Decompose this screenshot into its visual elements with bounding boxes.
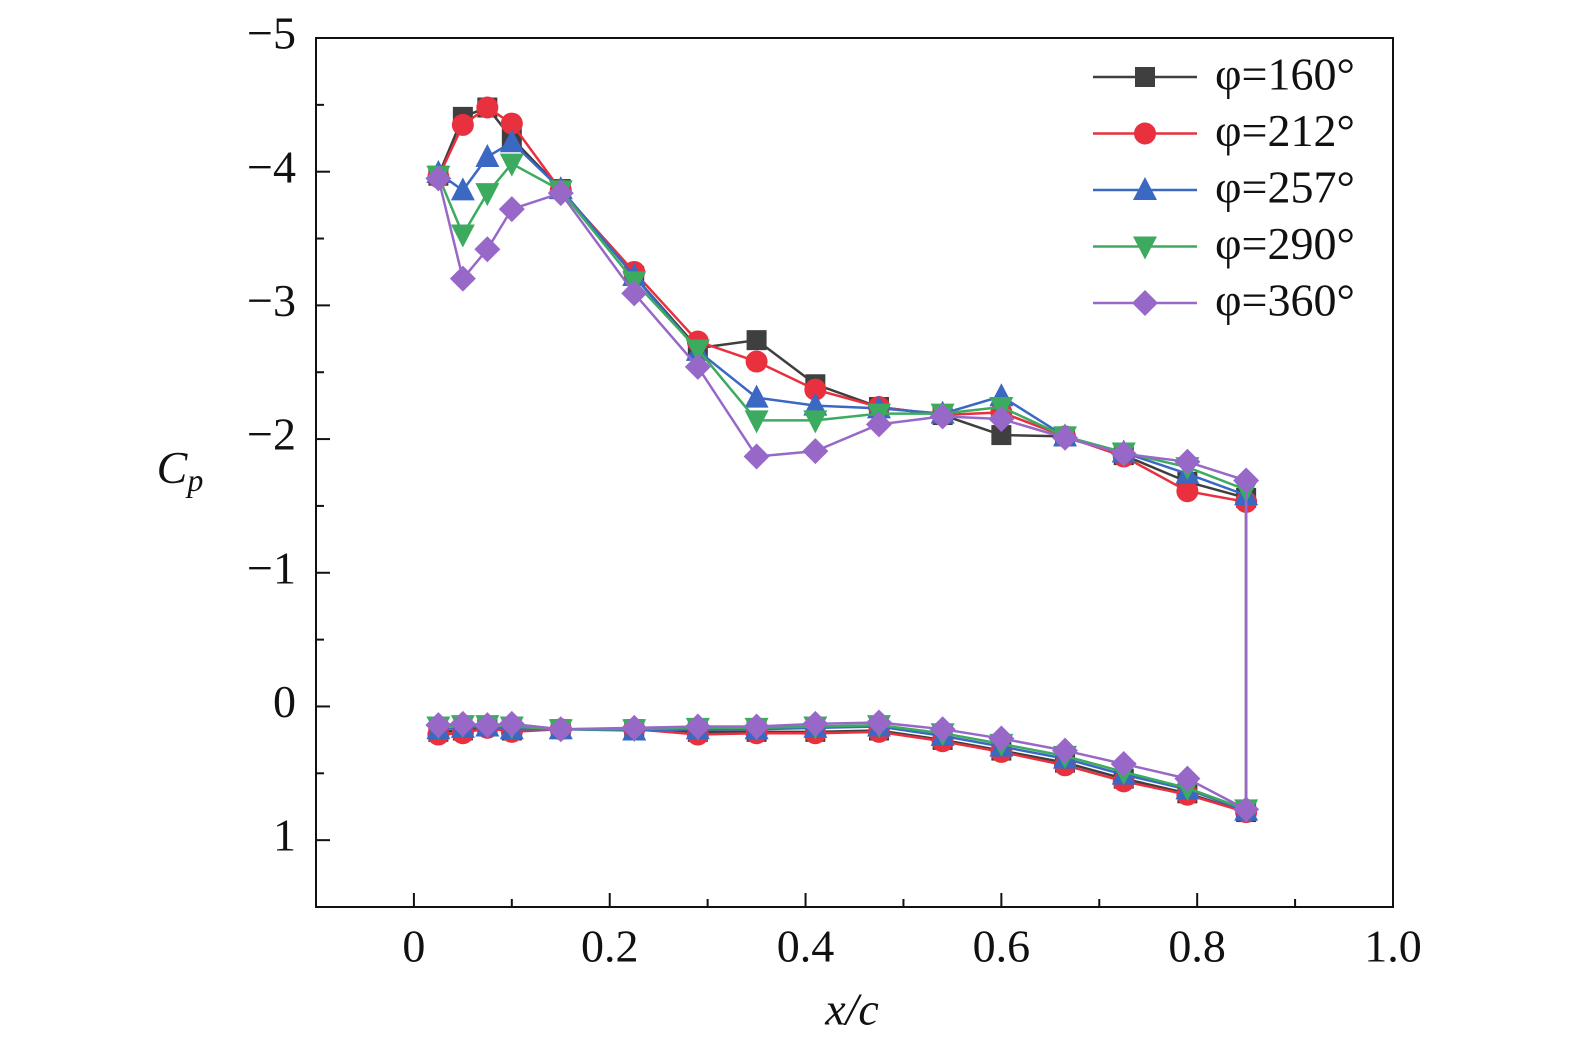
marker: [1134, 122, 1156, 145]
marker: [1133, 236, 1157, 260]
marker: [743, 713, 770, 740]
marker: [1052, 737, 1079, 764]
series-line: [437, 178, 1248, 812]
marker: [474, 712, 501, 739]
marker: [1233, 796, 1260, 823]
marker: [1110, 750, 1137, 777]
legend-label: φ=257°: [1215, 162, 1355, 213]
marker: [929, 716, 956, 743]
marker: [450, 224, 475, 248]
marker: [746, 330, 767, 351]
legend-label: φ=360°: [1215, 275, 1355, 326]
marker: [991, 425, 1012, 446]
marker: [621, 280, 648, 307]
marker: [449, 265, 476, 292]
y-tick-label: −4: [247, 141, 296, 192]
marker: [684, 353, 711, 380]
y-tick-label: 0: [273, 676, 296, 727]
x-tick-label: 0.4: [777, 921, 835, 972]
plot-frame: [315, 37, 1394, 908]
marker: [802, 438, 829, 465]
marker: [745, 350, 768, 373]
y-tick-label: −3: [247, 275, 296, 326]
marker: [1174, 448, 1201, 475]
series-line: [437, 162, 1248, 812]
x-tick-label: 0.6: [973, 921, 1031, 972]
marker: [1110, 440, 1137, 467]
marker: [744, 384, 769, 408]
series: [426, 129, 1259, 821]
marker: [685, 339, 710, 363]
marker: [1052, 424, 1079, 451]
marker: [1233, 467, 1260, 494]
marker: [1176, 480, 1199, 503]
legend-label: φ=160°: [1215, 49, 1355, 100]
marker: [988, 406, 1015, 433]
marker: [802, 710, 829, 737]
marker: [498, 710, 525, 737]
marker: [547, 180, 574, 207]
marker: [499, 153, 524, 177]
marker: [803, 392, 828, 416]
marker: [499, 129, 524, 153]
marker: [621, 714, 648, 741]
marker: [498, 196, 525, 223]
legend-label: φ=212°: [1215, 105, 1355, 156]
x-tick-label: 0.2: [581, 921, 639, 972]
y-tick-label: −5: [247, 8, 296, 59]
marker: [1135, 67, 1155, 87]
marker: [474, 236, 501, 263]
y-tick-label: −2: [247, 409, 296, 460]
marker: [547, 716, 574, 743]
marker: [1132, 290, 1158, 316]
marker: [684, 713, 711, 740]
marker: [450, 177, 475, 201]
marker: [743, 443, 770, 470]
marker: [451, 113, 474, 136]
marker: [1174, 765, 1201, 792]
y-tick-label: −1: [247, 542, 296, 593]
marker: [475, 143, 500, 167]
marker: [425, 165, 452, 192]
x-tick-label: 0.8: [1168, 921, 1226, 972]
marker: [449, 710, 476, 737]
marker: [929, 403, 956, 430]
series: [425, 165, 1260, 823]
marker: [476, 96, 499, 119]
marker: [803, 410, 828, 434]
series-line: [437, 140, 1248, 813]
marker: [804, 378, 827, 401]
x-tick-label: 0: [402, 921, 425, 972]
marker: [425, 712, 452, 739]
y-label-sub: p: [185, 462, 203, 498]
y-axis-label: Cp: [157, 442, 204, 499]
marker: [744, 410, 769, 434]
legend-label: φ=290°: [1215, 218, 1355, 269]
x-tick-label: 1.0: [1364, 921, 1422, 972]
marker: [475, 183, 500, 207]
marker: [865, 709, 892, 736]
marker: [988, 725, 1015, 752]
marker: [865, 411, 892, 438]
x-axis-label: x/c: [824, 984, 879, 1035]
y-tick-label: 1: [273, 810, 296, 861]
marker: [500, 112, 523, 135]
marker: [1133, 177, 1157, 200]
y-label-main: C: [157, 442, 189, 493]
